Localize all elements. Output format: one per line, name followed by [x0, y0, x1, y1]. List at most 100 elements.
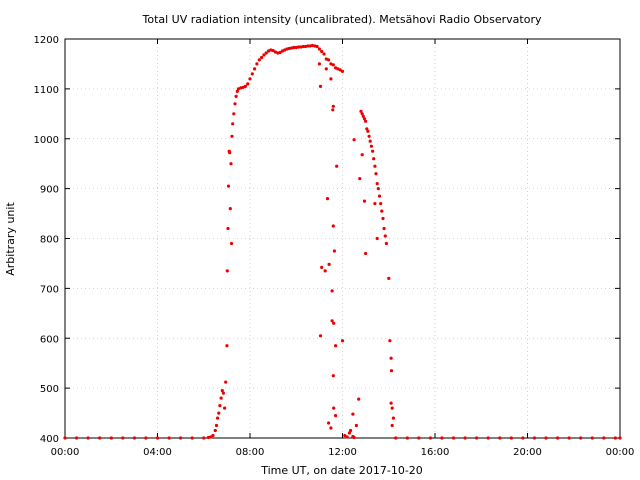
- data-point: [379, 202, 383, 206]
- data-point: [243, 84, 247, 88]
- data-point: [364, 119, 368, 123]
- data-point: [310, 43, 314, 48]
- data-point: [248, 77, 252, 81]
- data-point: [221, 391, 225, 395]
- data-point: [417, 436, 421, 440]
- data-point: [340, 339, 345, 343]
- data-point: [376, 187, 380, 191]
- data-point: [318, 84, 323, 88]
- data-point: [364, 251, 368, 256]
- data-point: [217, 411, 221, 415]
- data-point: [167, 436, 171, 440]
- data-point: [440, 436, 444, 440]
- data-point: [498, 436, 502, 440]
- data-point: [320, 265, 324, 269]
- data-point: [365, 127, 369, 131]
- y-tick-label: 1100: [34, 85, 59, 96]
- data-point: [579, 436, 583, 440]
- data-point: [301, 44, 305, 49]
- data-point: [361, 114, 365, 118]
- data-point: [374, 172, 378, 176]
- data-point: [322, 52, 326, 56]
- data-point: [331, 108, 335, 112]
- data-point: [372, 157, 376, 161]
- data-point: [297, 45, 301, 49]
- data-point: [366, 129, 370, 133]
- data-point: [362, 117, 367, 121]
- y-tick-label: 500: [40, 384, 59, 395]
- data-point: [380, 209, 384, 213]
- data-point: [602, 436, 606, 440]
- data-point: [390, 423, 394, 428]
- x-tick-label: 00:00: [606, 447, 635, 458]
- data-point: [567, 436, 571, 440]
- data-point: [334, 344, 338, 348]
- data-point: [331, 224, 335, 228]
- data-point: [360, 153, 364, 157]
- data-point: [375, 236, 379, 241]
- data-point: [340, 69, 345, 73]
- data-point: [368, 139, 372, 143]
- data-point: [132, 436, 136, 440]
- data-point: [556, 436, 560, 440]
- data-point: [387, 276, 391, 280]
- data-point: [389, 401, 393, 405]
- data-point: [359, 109, 363, 113]
- data-point: [329, 426, 333, 430]
- x-tick-label: 00:00: [51, 447, 80, 458]
- y-axis: 400 500 600 700 800 900 1000 1100 1200: [34, 35, 620, 445]
- data-point: [382, 226, 386, 231]
- data-point: [381, 216, 385, 221]
- data-point: [324, 67, 328, 71]
- data-point: [264, 51, 268, 55]
- data-point: [228, 151, 232, 155]
- data-point: [109, 436, 113, 440]
- data-point: [357, 397, 361, 401]
- data-point: [317, 47, 321, 51]
- x-tick-label: 12:00: [328, 447, 357, 458]
- data-point: [214, 423, 219, 428]
- x-tick-label: 20:00: [513, 447, 542, 458]
- x-axis-label: Time UT, on date 2017-10-20: [260, 464, 423, 477]
- data-point: [351, 412, 355, 416]
- data-point: [225, 344, 229, 348]
- data-point: [388, 339, 392, 343]
- data-point: [352, 435, 356, 440]
- data-point: [327, 421, 331, 425]
- data-point: [377, 194, 382, 198]
- data-point: [389, 369, 394, 373]
- data-point: [121, 436, 125, 440]
- data-point: [334, 414, 338, 418]
- data-point: [362, 199, 367, 203]
- data-point: [618, 436, 622, 440]
- data-point: [273, 50, 277, 54]
- chart-title: Total UV radiation intensity (uncalibrat…: [142, 13, 542, 26]
- data-point: [331, 63, 335, 67]
- data-point: [278, 50, 282, 55]
- data-point: [257, 58, 261, 62]
- data-point: [475, 436, 479, 440]
- data-point: [371, 149, 375, 153]
- plot-frame: [64, 38, 621, 439]
- data-point: [544, 436, 548, 440]
- data-point: [358, 177, 362, 181]
- data-point: [229, 241, 234, 246]
- data-point: [332, 406, 336, 410]
- data-point: [352, 138, 356, 142]
- data-point: [327, 262, 331, 266]
- data-point: [218, 404, 222, 408]
- data-point: [343, 433, 347, 438]
- data-point: [521, 436, 525, 440]
- data-point: [394, 436, 398, 440]
- data-point: [236, 87, 240, 91]
- y-tick-label: 400: [40, 434, 59, 445]
- data-point: [384, 241, 388, 246]
- y-tick-label: 1000: [34, 135, 59, 146]
- data-series: [63, 43, 622, 440]
- data-point: [323, 269, 327, 273]
- data-point: [271, 48, 275, 53]
- x-tick-label: 04:00: [143, 447, 172, 458]
- data-point: [367, 134, 371, 138]
- data-point: [75, 436, 79, 440]
